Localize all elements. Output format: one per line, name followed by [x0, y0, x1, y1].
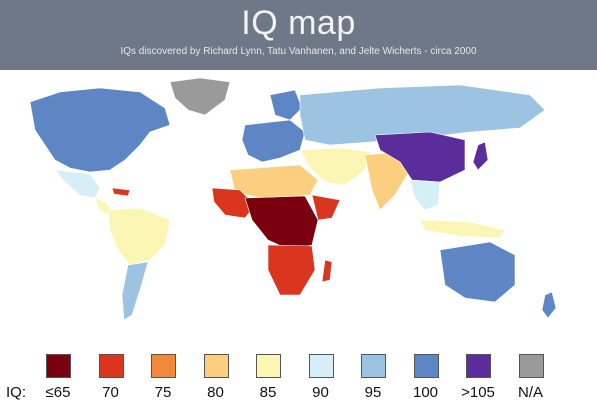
- legend-swatch-0: [46, 354, 71, 378]
- legend-swatch-9: [518, 354, 544, 378]
- region-madagascar: [321, 259, 333, 283]
- region-south-america-south: [121, 261, 149, 321]
- region-horn-africa: [311, 194, 341, 221]
- region-south-america-north: [107, 207, 171, 266]
- legend-label-9: N/A: [517, 384, 543, 401]
- legend-label-8: >105: [461, 384, 495, 401]
- legend-label-1: 70: [102, 384, 119, 401]
- legend-label-3: 80: [207, 384, 224, 401]
- world-map: [29, 77, 557, 321]
- legend-label-2: 75: [154, 384, 172, 401]
- legend: IQ: ≤65 70 75 80 85 90 95 100 >105 N/A: [0, 346, 597, 414]
- region-japan: [472, 141, 489, 171]
- region-scandinavia: [269, 89, 303, 121]
- region-middle-east: [299, 147, 371, 186]
- map-panel: [0, 70, 597, 346]
- legend-label-6: 95: [364, 384, 382, 401]
- legend-swatch-1: [98, 354, 124, 378]
- legend-swatch-8: [466, 354, 491, 378]
- region-mexico: [54, 169, 101, 199]
- legend-prefix: IQ:: [6, 384, 27, 401]
- region-new-zealand: [541, 291, 557, 319]
- region-indonesia: [419, 219, 506, 239]
- legend-swatch-6: [361, 354, 386, 378]
- region-europe: [241, 119, 306, 163]
- region-central-africa: [244, 195, 319, 251]
- region-west-africa: [211, 187, 256, 219]
- legend-label-0: ≤65: [45, 384, 71, 401]
- legend-label-4: 85: [259, 384, 277, 401]
- region-north-america: [29, 87, 171, 173]
- legend-swatch-4: [256, 354, 281, 378]
- region-southern-africa: [267, 244, 316, 296]
- region-greenland: [169, 77, 231, 116]
- legend-label-5: 90: [312, 384, 329, 401]
- legend-label-7: 100: [412, 384, 439, 401]
- region-southeast-asia: [409, 179, 441, 211]
- region-russia: [299, 84, 546, 146]
- map-title: IQ map: [241, 4, 356, 42]
- legend-swatch-7: [413, 354, 439, 378]
- header: IQ map IQs discovered by Richard Lynn, T…: [0, 0, 597, 70]
- legend-swatch-5: [308, 354, 334, 378]
- region-caribbean: [111, 187, 131, 197]
- legend-swatch-2: [151, 354, 176, 378]
- region-australia: [439, 241, 516, 303]
- map-subtitle: IQs discovered by Richard Lynn, Tatu Van…: [120, 46, 477, 57]
- legend-swatch-3: [203, 354, 229, 378]
